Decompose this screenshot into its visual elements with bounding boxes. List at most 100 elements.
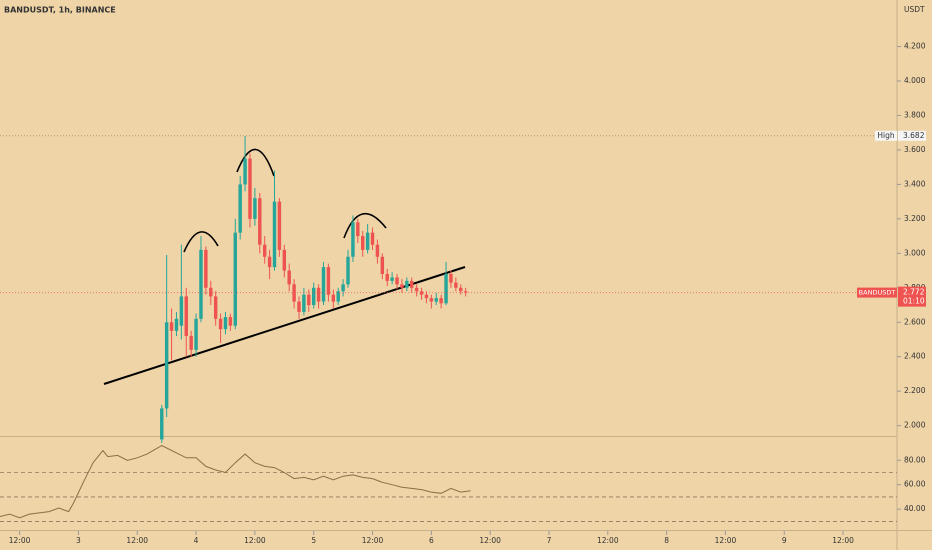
candle-body — [164, 322, 169, 409]
candle-body — [414, 287, 419, 292]
candle-body — [346, 256, 350, 285]
x-tick-label: 12:00 — [597, 536, 619, 545]
x-tick-label: 12:00 — [244, 536, 266, 545]
candle-body — [253, 198, 257, 219]
candle-body — [311, 287, 316, 306]
x-tick-label: 5 — [311, 536, 316, 545]
price-value: 2.772 — [903, 288, 925, 297]
candle-body — [204, 249, 208, 288]
x-tick-label: 3 — [76, 536, 81, 545]
symbol-label: BANDUSDT — [859, 289, 896, 297]
candle-body — [400, 284, 404, 288]
candle-body — [370, 232, 375, 245]
candle-body — [351, 222, 355, 257]
countdown: 01:10 — [903, 297, 925, 306]
candle-body — [199, 249, 203, 319]
candle-body — [223, 317, 228, 330]
candle-body — [262, 244, 267, 257]
candle-body — [331, 294, 336, 302]
candle-body — [238, 184, 242, 233]
candle-body — [174, 318, 179, 331]
trend-line — [103, 266, 466, 385]
x-tick-label: 9 — [782, 536, 787, 545]
price-unit: USDT — [904, 5, 925, 14]
high-label: High — [877, 131, 894, 140]
candle-body — [444, 274, 448, 304]
candle-body — [321, 267, 326, 302]
y-tick-label: 3.400 — [904, 179, 926, 188]
candle-body — [209, 287, 213, 297]
candle-body — [405, 280, 409, 288]
x-tick-label: 4 — [194, 536, 199, 545]
candle-body — [243, 158, 247, 185]
candle-body — [272, 201, 277, 268]
x-tick-label: 12:00 — [362, 536, 384, 545]
y-tick-label: 60.00 — [904, 480, 926, 489]
shoulder-arc — [343, 212, 387, 239]
candle-body — [297, 301, 301, 312]
x-tick-label: 8 — [664, 536, 669, 545]
chart-title: BANDUSDT, 1h, BINANCE — [4, 6, 116, 15]
candle-body — [302, 294, 306, 312]
candle-body — [454, 282, 458, 288]
candle-body — [228, 317, 233, 326]
candle-body — [189, 336, 193, 350]
candle-body — [258, 198, 262, 245]
x-tick-label: 6 — [429, 536, 434, 545]
candle-body — [248, 158, 252, 219]
x-tick-label: 12:00 — [832, 536, 854, 545]
y-tick-label: 4.200 — [904, 42, 926, 51]
price-tag — [898, 286, 926, 307]
candle-body — [218, 318, 223, 330]
candle-body — [365, 232, 370, 250]
y-tick-label: 2.400 — [904, 352, 926, 361]
candle-body — [194, 318, 198, 350]
candle-body — [424, 294, 429, 299]
y-tick-label: 3.000 — [904, 248, 926, 257]
candle-body — [336, 291, 340, 302]
candle-body — [287, 270, 291, 285]
y-tick-label: 40.00 — [904, 504, 926, 513]
candle-body — [395, 277, 399, 285]
high-value-tag — [898, 130, 926, 141]
x-tick-label: 7 — [547, 536, 552, 545]
candle-body — [390, 277, 394, 281]
y-tick-label: 2.600 — [904, 317, 926, 326]
shoulder-arc — [183, 231, 219, 253]
high-tag — [875, 130, 897, 141]
candle-body — [184, 296, 188, 337]
candle-body — [169, 322, 174, 331]
candle-body — [341, 284, 345, 292]
candle-body — [326, 267, 331, 295]
y-tick-label: 3.800 — [904, 110, 926, 119]
y-tick-label: 80.00 — [904, 455, 926, 464]
y-tick-label: 2.200 — [904, 386, 926, 395]
y-tick-label: 2.000 — [904, 421, 926, 430]
high-value: 3.682 — [903, 131, 925, 140]
indicator-line — [0, 445, 471, 519]
candle-body — [375, 244, 380, 257]
candle-body — [267, 256, 272, 268]
candle-body — [361, 236, 365, 250]
candle-body — [419, 291, 424, 295]
candle-body — [356, 222, 360, 237]
candle-body — [459, 287, 463, 292]
candle-body — [429, 298, 434, 302]
x-tick-label: 12:00 — [715, 536, 737, 545]
candle-body — [233, 232, 237, 326]
y-tick-label: 4.000 — [904, 76, 926, 85]
candle-body — [449, 274, 453, 283]
candle-body — [439, 298, 443, 304]
y-tick-label: 3.600 — [904, 145, 926, 154]
x-tick-label: 12:00 — [126, 536, 148, 545]
candle-body — [213, 296, 218, 319]
candle-body — [179, 296, 184, 326]
candle-body — [307, 294, 311, 306]
head-arc — [236, 148, 275, 177]
candle-body — [434, 298, 438, 302]
candle-body — [160, 408, 164, 440]
x-tick-label: 12:00 — [9, 536, 31, 545]
candle-body — [463, 291, 468, 293]
candle-body — [385, 274, 389, 281]
